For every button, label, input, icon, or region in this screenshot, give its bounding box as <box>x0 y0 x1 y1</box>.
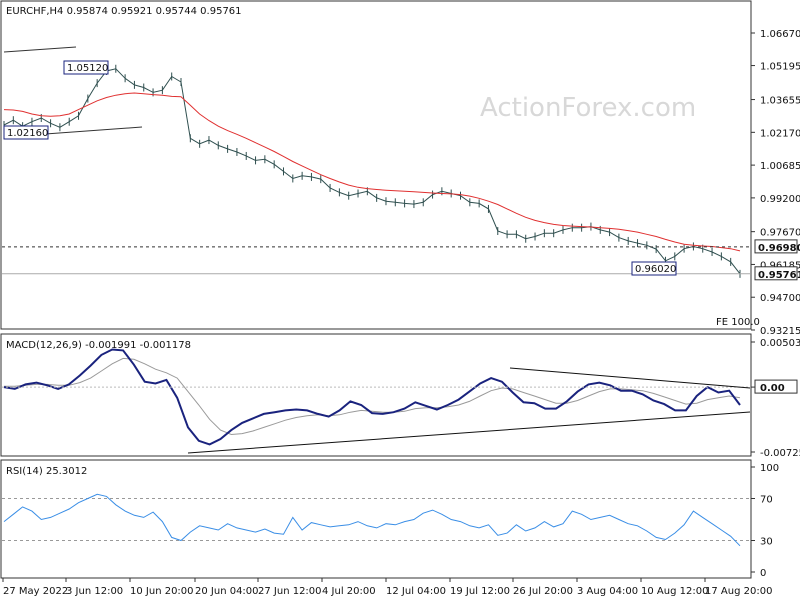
price-label-box <box>63 60 109 75</box>
macd-header: MACD(12,26,9) -0.001991 -0.001178 <box>6 340 191 351</box>
rsi-y-tick-label: 30 <box>760 537 773 548</box>
rsi-panel <box>0 459 752 579</box>
x-tick-label: 19 Jul 12:00 <box>450 586 510 597</box>
macd-right-label-box <box>754 379 798 394</box>
rsi-header: RSI(14) 25.3012 <box>6 466 87 477</box>
x-tick-label: 3 Jun 12:00 <box>66 586 123 597</box>
macd-signal-line <box>4 357 741 436</box>
price-label: 1.05120 <box>67 63 108 74</box>
price-right-label: 0.96980 <box>758 243 800 254</box>
rsi-layer <box>2 493 750 547</box>
price-y-tick-label: 1.02170 <box>760 128 800 139</box>
price-layer: 1.05120 1.02160 0.96020 <box>2 46 750 278</box>
moving-average-line <box>3 92 741 252</box>
rsi-y-tick-label: 0 <box>760 568 766 579</box>
price-label: 1.02160 <box>7 128 48 139</box>
price-label-box <box>3 125 49 140</box>
price-right-label-box <box>754 266 798 281</box>
fe-label: FE 100.0 <box>716 317 760 328</box>
axis-layer: 1.06670 1.05195 1.03655 1.02170 1.00685 0.992… <box>2 29 800 597</box>
x-tick-label: 10 Aug 12:00 <box>641 586 708 597</box>
price-y-tick-label: 1.00685 <box>760 161 800 172</box>
price-y-tick-label: 1.06670 <box>760 29 800 40</box>
price-y-tick-label: 1.05195 <box>760 62 800 73</box>
x-tick-label: 20 Jun 04:00 <box>195 586 259 597</box>
macd-trendline-lower <box>187 411 751 454</box>
watermark: ActionForex.com <box>480 93 696 123</box>
macd-trendline-upper <box>509 367 751 389</box>
macd-layer <box>2 348 751 454</box>
rsi-y-tick-label: 70 <box>760 495 773 506</box>
macd-y-tick-label: 0.005037 <box>760 338 800 349</box>
macd-panel <box>0 333 752 457</box>
rsi-line <box>3 493 741 547</box>
price-y-tick-label: 0.96185 <box>760 260 800 271</box>
x-tick-label: 4 Jul 20:00 <box>322 586 376 597</box>
x-tick-label: 17 Aug 20:00 <box>705 586 772 597</box>
x-tick-label: 3 Aug 04:00 <box>577 586 638 597</box>
price-series-line <box>3 68 741 275</box>
price-right-label-box <box>754 239 798 254</box>
price-y-tick-label: 0.93215 <box>760 326 800 337</box>
rsi-y-tick-label: 100 <box>760 463 779 474</box>
price-label-box <box>631 261 677 276</box>
price-label: 0.96020 <box>635 264 676 275</box>
x-tick-label: 12 Jul 04:00 <box>386 586 446 597</box>
price-y-tick-label: 0.97670 <box>760 228 800 239</box>
x-tick-label: 27 Jun 12:00 <box>258 586 322 597</box>
macd-y-tick-label: -0.007251 <box>760 448 800 459</box>
price-panel <box>0 0 752 330</box>
symbol-header: EURCHF,H4 0.95874 0.95921 0.95744 0.9576… <box>6 6 242 17</box>
price-y-tick-label: 0.94700 <box>760 293 800 304</box>
price-y-tick-label: 0.99200 <box>760 194 800 205</box>
x-tick-label: 10 Jun 20:00 <box>130 586 194 597</box>
x-tick-label: 27 May 2022 <box>3 586 68 597</box>
trendline-upper <box>3 46 77 53</box>
price-right-label: 0.95761 <box>758 270 800 281</box>
price-y-tick-label: 1.03655 <box>760 96 800 107</box>
x-tick-label: 26 Jul 20:00 <box>513 586 573 597</box>
macd-line <box>3 348 741 446</box>
macd-right-label: 0.00 <box>760 383 785 394</box>
